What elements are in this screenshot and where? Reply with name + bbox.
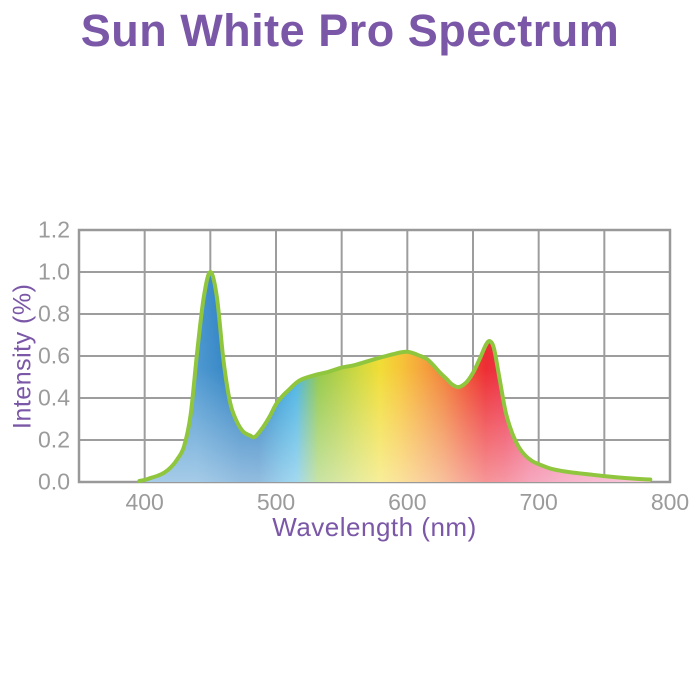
x-tick-label: 700 [519,489,558,515]
x-tick-label: 500 [256,489,296,515]
x-tick-label: 400 [125,489,164,515]
y-tick-label: 0.4 [38,384,70,411]
x-tick-label: 800 [650,489,690,515]
y-tick-label: 1.0 [38,258,70,285]
y-tick-label: 0.8 [38,300,70,327]
page-title: Sun White Pro Spectrum [80,5,620,56]
x-axis-title: Wavelength (nm) [272,512,477,542]
plot-area [77,228,672,484]
x-tick-label: 600 [388,489,427,515]
y-tick-label: 1.2 [38,216,70,243]
y-tick-label: 0.2 [38,426,70,453]
y-tick-label: 0.0 [38,468,70,495]
y-tick-label: 0.6 [38,342,70,369]
